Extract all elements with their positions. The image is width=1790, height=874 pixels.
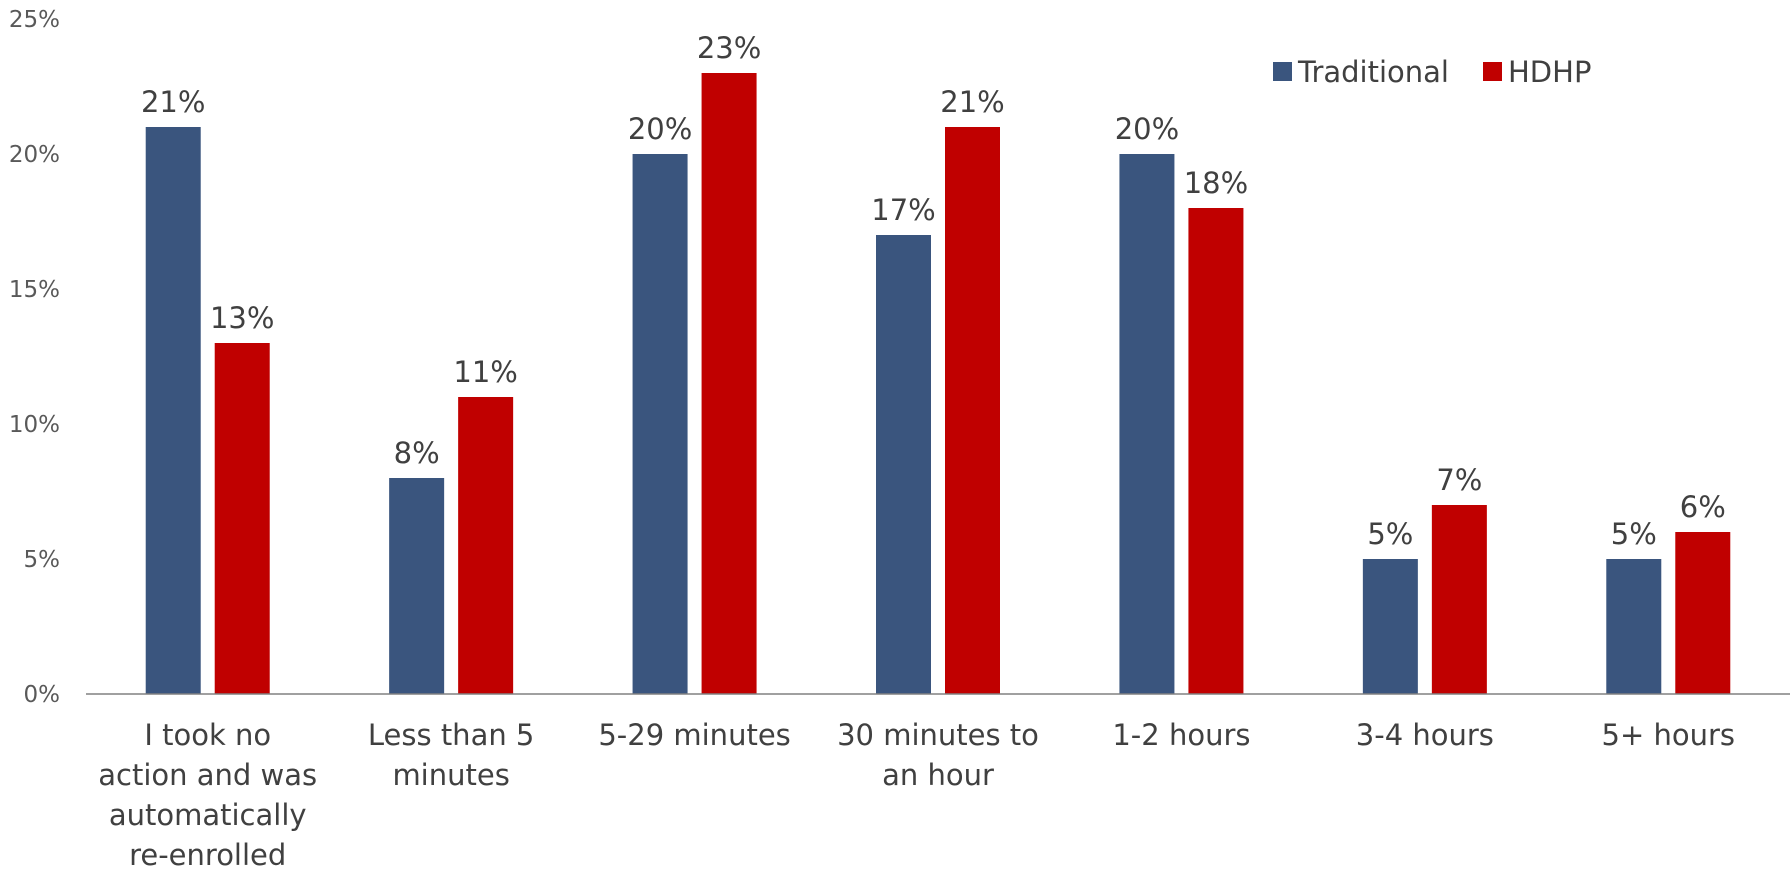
bar-hdhp xyxy=(1675,532,1731,694)
x-tick-label: 5+ hours xyxy=(1602,718,1736,752)
bar-traditional xyxy=(632,154,688,694)
bar-traditional xyxy=(1119,154,1175,694)
data-label: 20% xyxy=(1115,112,1179,146)
x-tick-label-line: 30 minutes to xyxy=(837,718,1039,752)
bar-hdhp xyxy=(945,127,1000,694)
legend-label: HDHP xyxy=(1508,55,1591,89)
x-axis: I took no action and was automatically re-e… xyxy=(98,718,1736,872)
bars xyxy=(145,73,1731,694)
bar-hdhp xyxy=(701,73,757,694)
data-label: 8% xyxy=(394,436,440,470)
data-label: 6% xyxy=(1680,490,1726,524)
bar-traditional xyxy=(145,127,201,694)
legend-swatch-traditional xyxy=(1273,62,1292,81)
data-label: 17% xyxy=(871,193,935,227)
x-tick-label: I took no action and was automatically re-e… xyxy=(98,718,317,869)
y-tick-label: 0% xyxy=(24,682,61,708)
legend-label: Traditional xyxy=(1297,55,1449,89)
x-tick-label-line: minutes xyxy=(392,758,509,792)
x-tick-label-line: Less than 5 xyxy=(368,718,535,752)
y-tick-label: 25% xyxy=(9,7,60,33)
bar-hdhp xyxy=(458,397,514,694)
data-label: 5% xyxy=(1367,517,1413,551)
x-tick-label: 30 minutes to an hour xyxy=(837,718,1039,792)
data-labels: 21%13%8%11%20%23%17%21%20%18%5%7%5%6% xyxy=(141,31,1726,551)
x-tick-label: 1-2 hours xyxy=(1112,718,1250,752)
legend: Traditional HDHP xyxy=(1273,55,1591,89)
x-tick-label: Less than 5 minutes xyxy=(368,718,535,792)
data-label: 13% xyxy=(210,301,274,335)
data-label: 7% xyxy=(1436,463,1482,497)
x-tick-label: 3-4 hours xyxy=(1356,718,1494,752)
bar-traditional xyxy=(1362,559,1418,694)
x-tick-label-line: I took no xyxy=(144,718,271,752)
bar-hdhp xyxy=(1431,505,1487,694)
y-tick-label: 5% xyxy=(24,547,61,573)
x-tick-label-line: an hour xyxy=(882,758,994,792)
x-tick-label-line: 3-4 hours xyxy=(1356,718,1494,752)
data-label: 11% xyxy=(453,355,517,389)
x-tick-label-line: action and was xyxy=(98,758,317,792)
x-tick-label-line: automatically xyxy=(109,798,307,832)
bar-hdhp xyxy=(1188,208,1244,694)
data-label: 20% xyxy=(628,112,692,146)
data-label: 18% xyxy=(1184,166,1248,200)
y-tick-label: 10% xyxy=(9,412,60,438)
data-label: 23% xyxy=(697,31,761,65)
x-tick-label: 5-29 minutes xyxy=(598,718,790,752)
bar-traditional xyxy=(876,235,931,694)
x-tick-label-line: 5-29 minutes xyxy=(598,718,790,752)
data-label: 21% xyxy=(940,85,1004,119)
bar-traditional xyxy=(1606,559,1662,694)
y-tick-label: 15% xyxy=(9,277,60,303)
x-tick-label-line: re-enrolled xyxy=(129,838,286,869)
data-label: 21% xyxy=(141,85,205,119)
legend-swatch-hdhp xyxy=(1483,62,1502,81)
x-tick-label-line: 1-2 hours xyxy=(1112,718,1250,752)
bar-traditional xyxy=(389,478,445,694)
y-axis: 0% 5% 10% 15% 20% 25% xyxy=(9,7,60,708)
data-label: 5% xyxy=(1611,517,1657,551)
x-tick-label-line: 5+ hours xyxy=(1602,718,1736,752)
bar-hdhp xyxy=(214,343,270,694)
y-tick-label: 20% xyxy=(9,142,60,168)
